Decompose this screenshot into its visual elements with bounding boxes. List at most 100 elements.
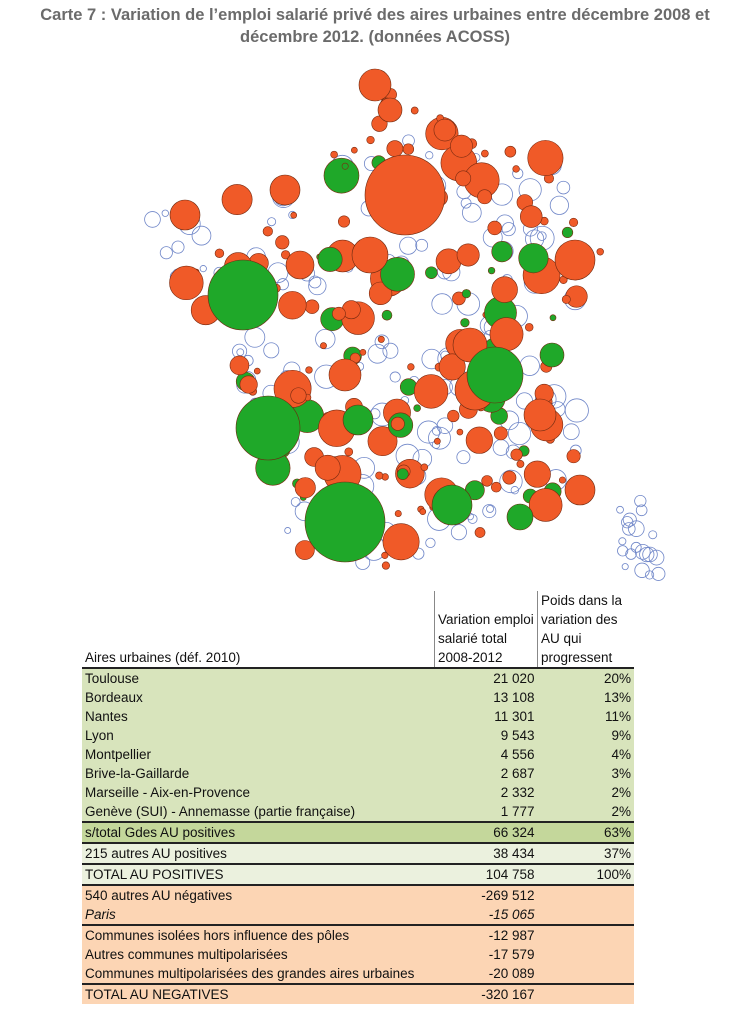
row-share: 4% [611,747,631,762]
urban-area-bubble [281,250,291,260]
row-share [537,884,634,905]
urban-area-bubble [304,299,320,314]
urban-area-bubble [375,471,384,480]
urban-area-bubble [419,508,427,516]
urban-area-bubble [381,561,390,570]
corsica-outline [622,522,636,536]
urban-area-outline [367,343,388,364]
corsica-outline [616,505,624,514]
urban-area-bubble [221,184,253,215]
urban-area-bubble [490,481,502,493]
urban-area-bubble [380,256,415,292]
bubble-le-mans [285,250,315,280]
table-row: Montpellier 4 556 4% [82,745,634,764]
urban-area-bubble [239,375,258,394]
urban-area-bubble [351,146,358,154]
corsica-outline [621,563,629,571]
row-value: -12 987 [434,924,538,945]
row-value: -20 089 [488,966,535,981]
urban-area-bubble [413,374,449,409]
urban-area-outline [191,225,212,246]
urban-area-bubble [527,140,564,177]
urban-area-bubble [317,246,343,272]
urban-area-outline [462,202,482,223]
table-row: Communes isolées hors influence des pôle… [82,924,634,945]
urban-area-outline [501,222,516,237]
row-share [538,945,635,964]
urban-area-bubble [456,243,480,267]
table-row: Genève (SUI) - Annemasse (partie françai… [82,802,634,822]
urban-area-outline [467,513,478,524]
urban-area-outline [171,240,185,254]
row-share: 9% [611,728,631,743]
urban-area-outline [161,209,169,217]
urban-area-bubble [491,276,518,303]
bubble-orleans [351,236,389,274]
row-value: 2 687 [500,766,535,781]
row-share: 3% [611,766,631,781]
urban-area-outline [399,236,418,255]
urban-area-outline [507,421,532,446]
urban-area-bubble [569,217,579,227]
urban-area-bubble [394,510,402,518]
urban-area-bubble [493,426,508,441]
urban-area-outline [425,537,436,549]
urban-area-outline [144,211,161,228]
row-name: Autres communes multipolarisées [85,947,288,962]
row-value: 38 434 [434,842,538,864]
bubble-lille-2 [377,97,403,123]
urban-area-outline [482,504,497,519]
urban-area-bubble [487,266,496,275]
row-value: -15 065 [488,907,535,922]
table-row: s/total Gdes AU positives 66 324 63% [82,821,634,843]
urban-area-outline [499,469,523,494]
table-row: Brive-la-Gaillarde 2 687 3% [82,764,634,783]
urban-area-outline [556,180,571,195]
urban-area-outline [374,334,390,350]
row-name: Communes multipolarisées des grandes air… [85,966,415,981]
urban-area-outline [389,371,401,383]
row-value: 11 301 [494,709,535,724]
urban-area-outline [460,197,472,209]
urban-area-bubble [510,448,523,461]
urban-area-bubbles [169,68,604,570]
urban-area-outline [415,238,429,252]
row-share: 2% [611,804,631,819]
row-value: -269 512 [434,884,538,905]
row-value: 104 758 [434,863,538,885]
urban-area-bubble [377,335,385,343]
urban-area-outline [236,348,245,357]
bubble-nantes [207,259,279,331]
urban-area-bubble [290,387,307,404]
urban-area-bubble [561,294,571,304]
urban-area-bubble [386,140,404,158]
urban-area-bubble [402,143,415,155]
corsica-outline [622,512,637,527]
table-row: TOTAL AU NEGATIVES -320 167 [82,983,634,1004]
corsica-outline [642,546,658,563]
row-share [538,964,635,984]
urban-area-bubble [278,291,307,320]
bubble-nice [564,474,596,506]
urban-area-bubble [455,170,472,187]
corsica-outline [644,570,655,580]
header-share: Poids dans la variation des AU qui progr… [537,591,634,668]
bubble-lille [358,68,392,102]
row-value: 21 020 [434,667,538,688]
urban-area-bubble [433,118,457,142]
row-value: 66 324 [434,821,538,843]
urban-area-bubble [450,134,473,158]
map-title: Carte 7 : Variation de l’emploi salarié … [40,6,710,46]
urban-area-bubble [407,363,415,371]
urban-area-bubble [290,211,298,219]
urban-area-bubble [549,314,557,322]
urban-area-outline [199,265,207,273]
urban-area-bubble [596,248,604,256]
corsica-outline [634,494,647,508]
urban-area-bubble [382,523,420,561]
bubble-rouen [269,174,301,206]
row-share: 13% [603,690,631,705]
urban-area-outline [425,151,434,160]
row-name: s/total Gdes AU positives [82,821,435,843]
row-name: TOTAL AU NEGATIVES [82,983,435,1004]
